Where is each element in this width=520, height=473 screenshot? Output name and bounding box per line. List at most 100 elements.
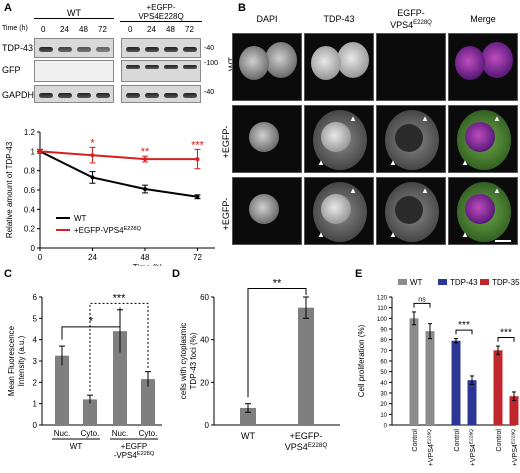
arrowhead-icon: ▲ — [493, 186, 501, 195]
chart-a-tdp43-decay: 0 0.2 0.4 0.6 0.8 1 1.2 0 24 48 72 Time (h) Relative… — [5, 128, 215, 266]
arrowhead-icon: ▲ — [461, 230, 469, 239]
blot-time-3: 72 — [98, 25, 107, 34]
xtick-label: 48 — [141, 253, 150, 262]
category-label: Nuc. — [112, 429, 128, 438]
nuclear-void — [395, 196, 423, 224]
blot-mw-2: -100 — [204, 60, 219, 67]
micrograph-r2-c1: ▲ ▲ — [304, 177, 374, 245]
bar — [113, 331, 127, 425]
category-label: Nuc. — [54, 429, 70, 438]
sig-marker-2: *** — [113, 292, 127, 304]
category-label: Control — [496, 429, 503, 452]
sig-marker: ** — [273, 277, 282, 289]
sig-marker: *** — [500, 328, 512, 339]
blot-time-label: Time (h) — [2, 25, 28, 32]
micrograph-r1-c1: ▲ ▲ — [304, 105, 374, 173]
nucleus — [481, 42, 513, 78]
ytick-label: 3 — [33, 357, 38, 366]
panel-label-c: C — [4, 268, 12, 280]
ytick-label: 0.8 — [24, 167, 36, 176]
micrograph-r0-c1 — [304, 33, 374, 101]
bar — [425, 331, 435, 425]
category-label: Cyto. — [81, 429, 100, 438]
category-label: Control — [454, 429, 461, 452]
sig-marker: ns — [418, 296, 426, 303]
y-axis-label-1: cells with cytoplasmic — [179, 323, 188, 399]
blot-time-1: 24 — [60, 25, 69, 34]
category-label: Control — [412, 429, 419, 452]
legend-label-mut: +EGFP-VPS4E228Q — [74, 226, 142, 235]
blot-mw-3: -40 — [204, 89, 215, 96]
arrowhead-icon: ▲ — [389, 158, 397, 167]
ytick-label: 100 — [377, 317, 388, 323]
series-line-0 — [39, 150, 198, 198]
series-line-1 — [39, 150, 198, 161]
ytick-label: 70 — [380, 349, 387, 355]
panel-label-e: E — [355, 268, 363, 280]
legend-label: TDP-43 — [450, 278, 478, 287]
blot-tdp43-wt — [34, 38, 114, 58]
nucleus — [249, 122, 279, 152]
nucleus — [239, 46, 269, 80]
blot-gfp-mut — [121, 60, 201, 82]
ytick-label: 1 — [33, 400, 38, 409]
panel-label-d: D — [172, 268, 180, 280]
sig-bracket-2 — [89, 302, 149, 391]
ytick-label: 1.2 — [24, 128, 36, 137]
micrograph-r2-c2: ▲ ▲ — [376, 177, 446, 245]
micrograph-r1-c3: ▲ ▲ — [448, 105, 518, 173]
nucleus — [311, 46, 341, 80]
blot-time-4: 0 — [128, 25, 133, 34]
nucleus — [321, 194, 351, 224]
data-point — [38, 149, 42, 154]
ytick-label: 0.2 — [24, 225, 36, 234]
arrowhead-icon: ▲ — [421, 114, 429, 123]
nucleus — [337, 42, 369, 78]
xtick-label: 72 — [193, 253, 202, 262]
data-point — [143, 157, 147, 162]
sig-bracket — [247, 287, 307, 398]
ytick-label: 0 — [205, 421, 210, 430]
ytick-label: 110 — [377, 306, 387, 312]
blot-mut-label: +EGFP- VPS4E228Q — [120, 3, 202, 22]
bar — [55, 355, 69, 425]
blot-row-tdp43: TDP-43 — [2, 43, 34, 53]
micrograph-r1-c0 — [232, 105, 302, 173]
micro-col-header-0: DAPI — [256, 14, 278, 24]
ytick-label: 60 — [200, 293, 209, 302]
bar — [493, 350, 503, 425]
arrowhead-icon: ▲ — [461, 158, 469, 167]
data-point — [90, 153, 95, 158]
sig-bracket-1 — [61, 307, 121, 340]
micro-col-header-1: TDP-43 — [323, 14, 355, 24]
micrograph-r0-c0 — [232, 33, 302, 101]
legend-swatch — [438, 279, 447, 285]
category-label-mut-1: +EGFP- — [290, 431, 323, 441]
category-label: +VPS4E228Q — [511, 429, 519, 466]
panel-label-a: A — [4, 2, 12, 14]
blot-gapdh-wt — [34, 85, 114, 103]
group-label-wt: WT — [70, 442, 83, 451]
nucleus — [249, 194, 279, 224]
category-label: +VPS4E228Q — [469, 429, 477, 466]
bar — [409, 318, 419, 425]
ytick-label: 4 — [33, 336, 38, 345]
panel-label-b: B — [238, 2, 246, 14]
y-axis-label-2: Intensity (a.u.) — [17, 335, 26, 386]
legend-label: TDP-35 — [492, 278, 520, 287]
ytick-label: 90 — [380, 328, 387, 334]
ytick-label: 80 — [380, 338, 387, 344]
sig-bracket — [413, 302, 431, 308]
bar — [83, 399, 97, 425]
ytick-label: 2 — [33, 378, 38, 387]
arrowhead-icon: ▲ — [317, 158, 325, 167]
arrowhead-icon: ▲ — [493, 114, 501, 123]
data-point — [143, 187, 147, 192]
ytick-label: 5 — [33, 314, 38, 323]
ytick-label: 60 — [380, 360, 387, 366]
nucleus — [465, 194, 495, 224]
bar — [509, 396, 519, 425]
chart-e-proliferation: 0 10 20 30 40 50 60 70 80 90 100 110 120 Cell prolife… — [357, 278, 520, 466]
ytick-label: 50 — [380, 370, 387, 376]
micrograph-r0-c2 — [376, 33, 446, 101]
